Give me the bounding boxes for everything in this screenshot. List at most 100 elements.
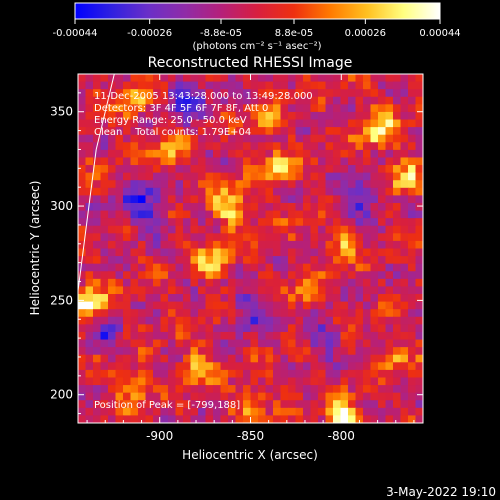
heatmap-cell [295,377,304,386]
heatmap-cell [100,385,109,394]
heatmap-cell [175,316,184,325]
heatmap-cell [123,324,132,333]
heatmap-cell [393,248,402,257]
heatmap-cell [145,392,154,401]
heatmap-cell [378,233,387,242]
heatmap-cell [153,187,162,196]
heatmap-cell [258,248,267,257]
heatmap-cell [190,119,199,128]
heatmap-cell [318,316,327,325]
heatmap-cell [108,316,117,325]
heatmap-cell [295,271,304,280]
heatmap-cell [363,127,372,136]
heatmap-cell [168,142,177,151]
heatmap-cell [145,278,154,288]
heatmap-cell [250,324,259,333]
heatmap-cell [288,225,297,234]
heatmap-cell [108,149,117,159]
heatmap-cell [228,195,237,204]
heatmap-cell [400,248,409,257]
heatmap-cell [220,218,229,227]
heatmap-cell [318,74,327,83]
heatmap-cell [130,180,139,189]
heatmap-cell [310,104,319,113]
heatmap-cell [295,407,304,417]
heatmap-cell [228,218,237,227]
heatmap-cell [175,339,184,348]
heatmap-cell [265,233,274,242]
heatmap-cell [333,339,342,348]
heatmap-cell [310,362,319,371]
heatmap-cell [115,369,124,379]
heatmap-cell [318,278,327,288]
heatmap-cell [265,218,274,227]
heatmap-cell [393,111,402,121]
heatmap-cell [318,324,327,333]
heatmap-cell [408,278,417,288]
heatmap-cell [235,294,244,303]
heatmap-cell [415,286,423,295]
heatmap-cell [198,347,207,356]
heatmap-cell [273,142,282,151]
heatmap-cell [325,74,334,83]
heatmap-cell [190,180,199,189]
heatmap-cell [385,149,394,159]
heatmap-cell [243,377,252,386]
heatmap-cell [370,392,379,401]
heatmap-cell [303,81,312,90]
heatmap-cell [123,316,132,325]
heatmap-cell [333,377,342,386]
heatmap-cell [228,165,237,174]
heatmap-cell [295,369,304,379]
heatmap-cell [385,339,394,348]
heatmap-cell [265,180,274,189]
heatmap-cell [123,218,132,227]
heatmap-cell [295,301,304,310]
heatmap-cell [198,149,207,159]
heatmap-cell [273,309,282,318]
heatmap-cell [415,301,423,310]
heatmap-cell [370,240,379,250]
heatmap-cell [363,377,372,386]
heatmap-cell [340,96,349,105]
heatmap-cell [205,362,214,371]
heatmap-cell [153,225,162,234]
heatmap-cell [258,286,267,295]
heatmap-cell [145,89,154,98]
heatmap-cell [355,127,364,136]
heatmap-cell [370,119,379,128]
heatmap-cell [303,96,312,105]
heatmap-cell [355,278,364,288]
heatmap-cell [288,149,297,159]
heatmap-cell [363,142,372,151]
heatmap-cell [393,407,402,417]
heatmap-cell [220,111,229,121]
heatmap-cell [190,127,199,136]
heatmap-cell [160,172,169,181]
heatmap-cell [123,225,132,234]
heatmap-cell [183,195,192,204]
heatmap-cell [123,195,132,204]
heatmap-cell [265,339,274,348]
heatmap-cell [355,210,364,219]
heatmap-cell [325,81,334,90]
heatmap-cell [220,81,229,90]
heatmap-cell [280,309,289,318]
heatmap-cell [280,407,289,417]
heatmap-cell [198,180,207,189]
heatmap-cell [213,89,222,98]
heatmap-cell [393,149,402,159]
heatmap-cell [108,415,117,423]
heatmap-cell [385,233,394,242]
heatmap-cell [348,392,357,401]
heatmap-cell [355,195,364,204]
heatmap-cell [348,407,357,417]
heatmap-cell [243,316,252,325]
heatmap-cell [415,187,423,196]
heatmap-cell [393,127,402,136]
heatmap-cell [183,157,192,166]
heatmap-cell [243,263,252,272]
heatmap-cell [273,256,282,265]
heatmap-cell [273,81,282,90]
heatmap-cell [93,210,102,219]
